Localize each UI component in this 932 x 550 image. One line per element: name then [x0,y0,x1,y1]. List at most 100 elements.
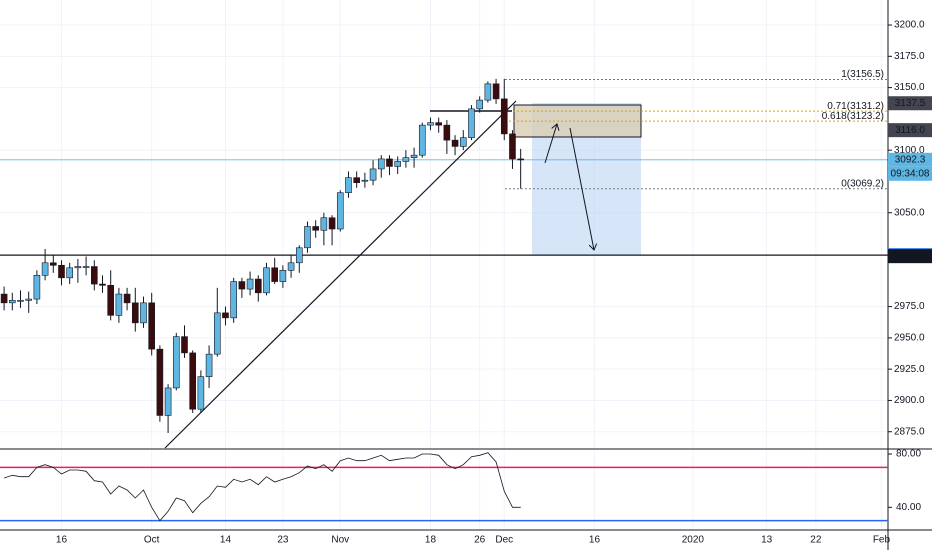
candle-body [254,278,262,294]
countdown-badge [888,166,932,181]
candle-body [66,267,73,279]
candle-body [304,226,311,249]
candle-body [287,262,295,271]
candle-body [500,98,508,135]
countdown-label: 09:34:08 [891,168,930,179]
candle-body [123,293,131,304]
candle-body [517,158,524,161]
candle-body [197,376,205,410]
candle-body [394,161,401,167]
fib-label: 1(3156.5) [841,69,884,80]
candle-body [320,217,328,231]
price-badge-label: 3092.3 [895,154,926,165]
arrow-up [544,124,557,164]
price-badge [888,123,932,138]
candle-body [8,300,16,304]
candle-body [459,137,467,147]
x-tick-label: 13 [761,535,773,546]
arrow-down [569,127,594,250]
candle-body [90,266,98,285]
candle-body [451,139,459,147]
candle-body [82,266,90,268]
fib-label: 0(3069.2) [841,178,884,189]
candle-body [295,247,303,264]
price-badge-label: 3015.3 [895,251,926,262]
candle-body [418,124,426,156]
x-tick-label: 22 [810,535,822,546]
candle-body [181,336,188,354]
y-tick-label: 3150.0 [894,82,925,93]
x-tick-label: 2020 [682,535,705,546]
x-tick-label: Nov [331,535,349,546]
fib-label: 0.71(3131.2) [827,101,884,112]
candle-body [336,192,344,230]
candle-body [492,83,500,100]
candle-body [509,133,516,160]
y-tick-label: 3100.0 [894,145,925,156]
price-badge-label: 3116.0 [895,125,925,136]
x-tick-label: 14 [220,535,232,546]
candle-body [17,300,24,302]
x-tick-label: Oct [144,535,160,546]
x-tick-label: 26 [474,535,486,546]
candle-body [115,293,123,316]
candle-body [427,122,434,126]
candle-body [476,99,483,110]
candle-body [213,312,221,355]
candle-body [369,168,377,181]
candle-body [156,348,164,416]
candle-body [58,264,65,279]
candle-body [107,285,114,316]
x-tick-label: 16 [56,535,68,546]
candle-body [435,122,442,126]
candle-body [271,267,278,282]
candle-body [443,124,451,141]
rsi-line [3,452,521,522]
price-badge-label: 3137.5 [895,98,926,109]
candle-body [74,266,82,269]
candle-body [205,353,213,377]
y-tick-label: 2900.0 [894,395,925,406]
trend-line [164,100,517,449]
candle-body [410,154,418,158]
candle-body [377,158,385,170]
candle-body [345,177,352,194]
rsi-tick-label: 80.00 [896,449,921,460]
candle-body [312,226,319,231]
candle-body [386,158,393,167]
y-tick-label: 2925.0 [894,364,925,375]
y-tick-label: 2875.0 [894,426,925,437]
candle-body [468,108,475,138]
candle-body [279,270,287,282]
candle-body [0,293,8,304]
candle-body [172,336,180,389]
candle-body [99,283,106,286]
candle-body [33,275,41,300]
y-tick-label: 3200.0 [894,20,925,31]
candle-body [164,387,172,416]
candle-body [49,262,57,266]
candle-body [328,217,336,230]
candle-body [230,281,237,319]
candle-body [238,281,246,290]
candle-body [131,302,139,324]
candle-body [189,352,196,410]
x-tick-label: 23 [277,535,289,546]
x-tick-label: Dec [495,535,513,546]
candle-body [41,262,49,276]
candle-body [361,179,369,182]
y-tick-label: 2975.0 [894,301,925,312]
fib-label: 0.618(3123.2) [822,111,884,122]
candle-body [246,278,254,290]
candle-body [402,157,410,162]
rsi-tick-label: 40.00 [896,502,921,513]
y-tick-label: 3050.0 [894,207,925,218]
price-badge [888,249,932,264]
candle-body [484,83,492,101]
y-tick-label: 2950.0 [894,333,925,344]
candle-body [140,302,147,324]
candle-body [263,267,270,294]
